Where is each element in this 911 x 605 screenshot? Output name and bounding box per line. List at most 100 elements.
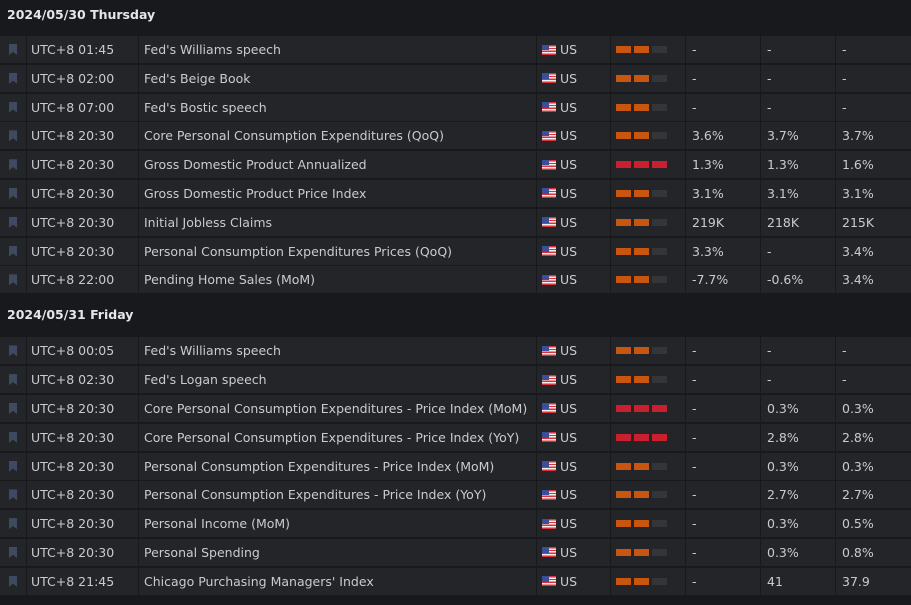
event-row[interactable]: UTC+8 20:30 Core Personal Consumption Exp…	[0, 122, 911, 150]
event-name[interactable]: Initial Jobless Claims	[139, 208, 537, 236]
event-name[interactable]: Chicago Purchasing Managers' Index	[139, 567, 537, 595]
forecast-value: -	[761, 337, 836, 365]
event-time: UTC+8 20:30	[27, 151, 139, 179]
event-row[interactable]: UTC+8 21:45 Chicago Purchasing Managers' …	[0, 567, 911, 595]
importance-bar	[616, 189, 631, 197]
event-row[interactable]: UTC+8 02:30 Fed's Logan speech US - - -	[0, 366, 911, 394]
bookmark-button[interactable]	[0, 481, 27, 509]
event-name[interactable]: Fed's Logan speech	[139, 366, 537, 394]
event-row[interactable]: UTC+8 20:30 Gross Domestic Product Annual…	[0, 151, 911, 179]
bookmark-icon	[9, 431, 17, 443]
importance-bar	[634, 132, 649, 140]
forecast-value: 1.3%	[761, 151, 836, 179]
actual-value: -	[686, 366, 761, 394]
event-name[interactable]: Personal Spending	[139, 538, 537, 566]
actual-value: -	[686, 337, 761, 365]
event-row[interactable]: UTC+8 20:30 Personal Consumption Expendit…	[0, 452, 911, 480]
us-flag-icon	[542, 461, 556, 472]
event-name[interactable]: Fed's Bostic speech	[139, 93, 537, 121]
bookmark-button[interactable]	[0, 538, 27, 566]
event-row[interactable]: UTC+8 02:00 Fed's Beige Book US - - -	[0, 64, 911, 92]
event-row[interactable]: UTC+8 20:30 Personal Income (MoM) US -0.3% 0…	[0, 510, 911, 538]
importance-bar	[634, 462, 649, 470]
event-name[interactable]: Personal Consumption Expenditures - Pric…	[139, 452, 537, 480]
previous-value: -	[842, 343, 847, 359]
event-name[interactable]: Fed's Williams speech	[139, 36, 537, 63]
previous-value: 0.8%	[842, 544, 874, 560]
bookmark-button[interactable]	[0, 122, 27, 150]
previous-value: 3.4%	[842, 272, 874, 288]
bookmark-button[interactable]	[0, 151, 27, 179]
event-country: US	[537, 237, 611, 265]
importance-bar	[616, 462, 631, 470]
event-name[interactable]: Personal Consumption Expenditures - Pric…	[139, 481, 537, 509]
event-row[interactable]: UTC+8 01:45 Fed's Williams speech US - - -	[0, 36, 911, 63]
importance-bar	[616, 404, 631, 412]
importance-bar	[634, 247, 649, 255]
event-name[interactable]: Gross Domestic Product Annualized	[139, 151, 537, 179]
event-row[interactable]: UTC+8 20:30 Personal Consumption Expendit…	[0, 481, 911, 509]
bookmark-button[interactable]	[0, 93, 27, 121]
us-flag-icon	[542, 432, 556, 443]
event-country: US	[537, 567, 611, 595]
importance-indicator	[611, 538, 686, 566]
us-flag-icon	[542, 518, 556, 529]
forecast-value: 3.1%	[761, 179, 836, 207]
event-name[interactable]: Personal Income (MoM)	[139, 510, 537, 538]
event-row[interactable]: UTC+8 22:00 Pending Home Sales (MoM) US -7.…	[0, 266, 911, 294]
forecast-value: 41	[761, 567, 836, 595]
forecast-value: -	[761, 237, 836, 265]
bookmark-button[interactable]	[0, 510, 27, 538]
importance-indicator	[611, 394, 686, 422]
bookmark-button[interactable]	[0, 237, 27, 265]
importance-bar	[616, 347, 631, 355]
bookmark-button[interactable]	[0, 266, 27, 294]
event-row[interactable]: UTC+8 20:30 Initial Jobless Claims US 219K 2…	[0, 208, 911, 236]
actual-value: -	[686, 510, 761, 538]
event-time: UTC+8 20:30	[27, 452, 139, 480]
importance-bar	[634, 103, 649, 111]
actual-value: 3.6%	[686, 122, 761, 150]
event-country: US	[537, 481, 611, 509]
previous-value: 37.9	[842, 573, 870, 589]
importance-bar	[616, 577, 631, 585]
event-name[interactable]: Personal Consumption Expenditures Prices…	[139, 237, 537, 265]
bookmark-button[interactable]	[0, 208, 27, 236]
actual-value: 219K	[686, 208, 761, 236]
bookmark-icon	[9, 44, 17, 55]
event-name[interactable]: Gross Domestic Product Price Index	[139, 179, 537, 207]
event-row[interactable]: UTC+8 20:30 Core Personal Consumption Exp…	[0, 423, 911, 451]
bookmark-button[interactable]	[0, 64, 27, 92]
bookmark-button[interactable]	[0, 423, 27, 451]
event-row[interactable]: UTC+8 20:30 Core Personal Consumption Exp…	[0, 394, 911, 422]
importance-bar	[652, 218, 667, 226]
event-row[interactable]: UTC+8 07:00 Fed's Bostic speech US - - -	[0, 93, 911, 121]
importance-bar	[616, 74, 631, 82]
event-row[interactable]: UTC+8 20:30 Personal Consumption Expendit…	[0, 237, 911, 265]
event-name[interactable]: Core Personal Consumption Expenditures -…	[139, 423, 537, 451]
event-name[interactable]: Fed's Beige Book	[139, 64, 537, 92]
us-flag-icon	[542, 102, 556, 113]
actual-value: -	[686, 452, 761, 480]
bookmark-icon	[9, 130, 17, 142]
importance-bar	[652, 103, 667, 111]
event-row[interactable]: UTC+8 00:05 Fed's Williams speech US - - -	[0, 337, 911, 365]
bookmark-button[interactable]	[0, 452, 27, 480]
bookmark-button[interactable]	[0, 394, 27, 422]
event-time: UTC+8 20:30	[27, 179, 139, 207]
event-row[interactable]: UTC+8 20:30 Personal Spending US -0.3% 0.8%	[0, 538, 911, 566]
bookmark-icon	[9, 546, 17, 558]
us-flag-icon	[542, 217, 556, 228]
event-name[interactable]: Pending Home Sales (MoM)	[139, 266, 537, 294]
bookmark-button[interactable]	[0, 337, 27, 365]
event-name[interactable]: Core Personal Consumption Expenditures -…	[139, 394, 537, 422]
bookmark-button[interactable]	[0, 567, 27, 595]
forecast-value: -0.6%	[761, 266, 836, 294]
importance-bar	[634, 218, 649, 226]
event-name[interactable]: Fed's Williams speech	[139, 337, 537, 365]
bookmark-button[interactable]	[0, 179, 27, 207]
bookmark-button[interactable]	[0, 366, 27, 394]
event-row[interactable]: UTC+8 20:30 Gross Domestic Product Price …	[0, 179, 911, 207]
event-name[interactable]: Core Personal Consumption Expenditures (…	[139, 122, 537, 150]
bookmark-button[interactable]	[0, 36, 27, 63]
